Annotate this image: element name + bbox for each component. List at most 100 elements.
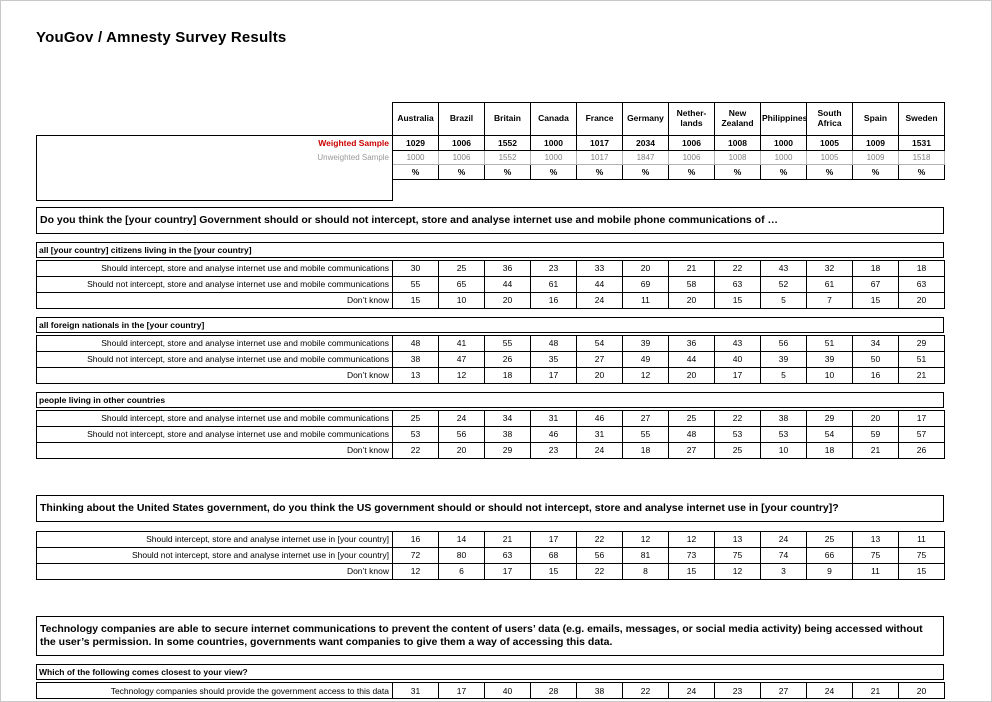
answer-row: Don’t know 15 10 20 16 24 11 20 15 5 7 15 20 <box>36 291 945 309</box>
answer-label: Should not intercept, store and analyse … <box>36 275 393 293</box>
answer-label: Should not intercept, store and analyse … <box>36 425 393 443</box>
value-cell: 36 <box>668 334 715 352</box>
value-cell: 24 <box>668 682 715 699</box>
value-cell: 30 <box>392 259 439 277</box>
value-cell: 17 <box>530 366 577 384</box>
weighted-sample-row: Weighted Sample 1029 1006 1552 1000 1017 2034 1… <box>36 135 945 151</box>
unweighted-sample-value: 1518 <box>898 150 945 165</box>
value-cell: 26 <box>484 350 531 368</box>
unit-cell: % <box>898 164 945 180</box>
value-cell: 26 <box>898 441 945 459</box>
answer-label: Should intercept, store and analyse inte… <box>36 409 393 427</box>
value-cell: 20 <box>898 291 945 309</box>
column-header: Spain <box>852 102 899 136</box>
value-cell: 12 <box>392 562 439 580</box>
value-cell: 34 <box>484 409 531 427</box>
spacer-cell <box>669 180 715 201</box>
weighted-sample-value: 1006 <box>438 135 485 151</box>
unit-cell: % <box>714 164 761 180</box>
value-cell: 63 <box>898 275 945 293</box>
value-cell: 8 <box>622 562 669 580</box>
unweighted-sample-value: 1000 <box>530 150 577 165</box>
value-cell: 36 <box>484 259 531 277</box>
value-cell: 81 <box>622 546 669 564</box>
answer-label: Should not intercept, store and analyse … <box>36 546 393 564</box>
value-cell: 15 <box>392 291 439 309</box>
value-cell: 44 <box>576 275 623 293</box>
unit-cell: % <box>668 164 715 180</box>
value-cell: 39 <box>760 350 807 368</box>
weighted-sample-value: 1005 <box>806 135 853 151</box>
value-cell: 21 <box>852 682 899 699</box>
value-cell: 43 <box>760 259 807 277</box>
value-cell: 39 <box>622 334 669 352</box>
weighted-sample-value: 1000 <box>760 135 807 151</box>
value-cell: 44 <box>484 275 531 293</box>
value-cell: 12 <box>622 366 669 384</box>
value-cell: 20 <box>438 441 485 459</box>
spacer-cell <box>485 180 531 201</box>
value-cell: 17 <box>898 409 945 427</box>
value-cell: 53 <box>714 425 761 443</box>
value-cell: 48 <box>530 334 577 352</box>
value-cell: 38 <box>576 682 623 699</box>
value-cell: 40 <box>714 350 761 368</box>
corner-cell <box>37 103 393 136</box>
value-cell: 22 <box>576 530 623 548</box>
value-cell: 24 <box>806 682 853 699</box>
answer-row: Don’t know 12 6 17 15 22 8 15 12 3 9 11 15 <box>36 562 945 580</box>
weighted-sample-value: 1006 <box>668 135 715 151</box>
value-cell: 13 <box>852 530 899 548</box>
value-cell: 15 <box>714 291 761 309</box>
answer-row: Don’t know 13 12 18 17 20 12 20 17 5 10 16 21 <box>36 366 945 384</box>
value-cell: 20 <box>898 682 945 699</box>
weighted-sample-value: 1531 <box>898 135 945 151</box>
value-cell: 66 <box>806 546 853 564</box>
value-cell: 18 <box>484 366 531 384</box>
answer-rows-table: Should intercept, store and analyse inte… <box>36 334 945 384</box>
value-cell: 74 <box>760 546 807 564</box>
value-cell: 39 <box>806 350 853 368</box>
spacer-cell <box>899 180 945 201</box>
value-cell: 10 <box>806 366 853 384</box>
value-cell: 25 <box>392 409 439 427</box>
value-cell: 65 <box>438 275 485 293</box>
survey-block: Do you think the [your country] Governme… <box>36 206 945 459</box>
value-cell: 15 <box>530 562 577 580</box>
value-cell: 48 <box>392 334 439 352</box>
unweighted-sample-value: 1009 <box>852 150 899 165</box>
value-cell: 22 <box>392 441 439 459</box>
answer-row: Should not intercept, store and analyse … <box>36 350 945 368</box>
value-cell: 10 <box>760 441 807 459</box>
spacer-label-cell <box>36 179 393 201</box>
unweighted-sample-value: 1000 <box>760 150 807 165</box>
spacer-cell <box>439 180 485 201</box>
unit-cell: % <box>392 164 439 180</box>
unit-cell: % <box>576 164 623 180</box>
value-cell: 57 <box>898 425 945 443</box>
value-cell: 32 <box>806 259 853 277</box>
value-cell: 47 <box>438 350 485 368</box>
value-cell: 67 <box>852 275 899 293</box>
value-cell: 17 <box>714 366 761 384</box>
value-cell: 35 <box>530 350 577 368</box>
value-cell: 11 <box>622 291 669 309</box>
unweighted-sample-value: 1000 <box>392 150 439 165</box>
value-cell: 75 <box>852 546 899 564</box>
unit-cell: % <box>438 164 485 180</box>
weighted-sample-value: 1017 <box>576 135 623 151</box>
value-cell: 16 <box>852 366 899 384</box>
value-cell: 23 <box>714 682 761 699</box>
column-header: France <box>576 102 623 136</box>
answer-label: Should not intercept, store and analyse … <box>36 350 393 368</box>
unweighted-sample-label: Unweighted Sample <box>36 150 393 165</box>
column-header: Sweden <box>898 102 945 136</box>
value-cell: 17 <box>438 682 485 699</box>
value-cell: 63 <box>484 546 531 564</box>
value-cell: 51 <box>806 334 853 352</box>
answer-label: Don’t know <box>36 291 393 309</box>
value-cell: 17 <box>530 530 577 548</box>
value-cell: 38 <box>760 409 807 427</box>
value-cell: 3 <box>760 562 807 580</box>
answer-label: Don’t know <box>36 562 393 580</box>
